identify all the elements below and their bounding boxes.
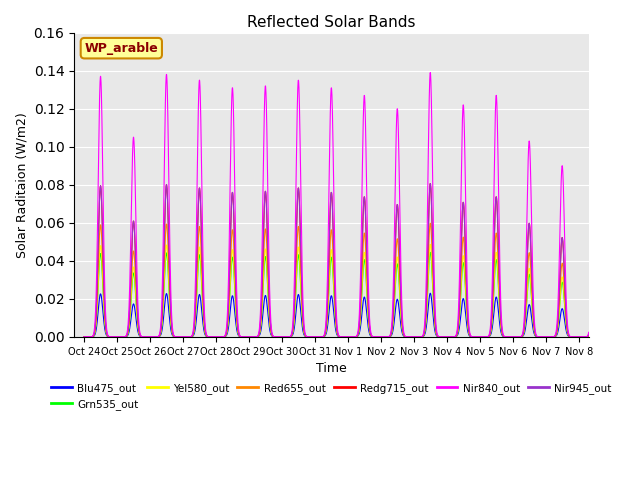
Grn535_out (415, 334, 423, 340)
Blu475_out (188, 334, 196, 339)
Grn535_out (495, 306, 503, 312)
Nir840_out (415, 334, 423, 340)
Red655_out (80, 334, 88, 340)
Blu475_out (80, 334, 88, 340)
Legend: Blu475_out, Grn535_out, Yel580_out, Red655_out, Redg715_out, Nir840_out, Nir945_: Blu475_out, Grn535_out, Yel580_out, Red6… (47, 379, 616, 414)
Nir840_out (462, 211, 470, 216)
Red655_out (602, 334, 610, 340)
Redg715_out (608, 334, 616, 340)
Red655_out (415, 334, 423, 340)
Redg715_out (188, 333, 196, 339)
Yel580_out (495, 303, 503, 309)
Nir945_out (426, 180, 434, 186)
Line: Blu475_out: Blu475_out (84, 293, 612, 337)
Yel580_out (80, 334, 88, 340)
Blu475_out (415, 334, 423, 340)
Grn535_out (608, 334, 616, 340)
Nir840_out (188, 333, 196, 338)
Text: WP_arable: WP_arable (84, 42, 158, 55)
Yel580_out (602, 334, 610, 340)
Redg715_out (462, 263, 470, 268)
Blu475_out (602, 334, 610, 340)
Title: Reflected Solar Bands: Reflected Solar Bands (247, 15, 415, 30)
Red655_out (426, 220, 434, 226)
Grn535_out (426, 250, 434, 255)
Redg715_out (415, 334, 423, 340)
Nir840_out (495, 245, 503, 251)
Red655_out (495, 296, 503, 301)
Yel580_out (608, 334, 616, 340)
Grn535_out (527, 290, 535, 296)
Nir945_out (188, 333, 196, 339)
Blu475_out (426, 290, 434, 296)
Yel580_out (426, 241, 434, 247)
Yel580_out (188, 334, 196, 339)
Blu475_out (495, 319, 503, 325)
Yel580_out (415, 334, 423, 340)
Nir840_out (527, 197, 535, 203)
Red655_out (608, 334, 616, 340)
Blu475_out (608, 334, 616, 340)
Y-axis label: Solar Raditaion (W/m2): Solar Raditaion (W/m2) (15, 112, 28, 258)
Line: Grn535_out: Grn535_out (84, 252, 612, 337)
Grn535_out (80, 334, 88, 340)
Red655_out (527, 275, 535, 281)
Nir945_out (462, 263, 470, 268)
Redg715_out (80, 334, 88, 340)
Nir840_out (80, 334, 88, 340)
Line: Redg715_out: Redg715_out (84, 183, 612, 337)
Red655_out (462, 281, 470, 287)
Redg715_out (602, 334, 610, 340)
Nir945_out (415, 334, 423, 340)
Nir945_out (80, 334, 88, 340)
Line: Red655_out: Red655_out (84, 223, 612, 337)
Redg715_out (527, 254, 535, 260)
Nir840_out (608, 334, 616, 340)
Nir945_out (495, 282, 503, 288)
X-axis label: Time: Time (316, 362, 347, 375)
Blu475_out (462, 313, 470, 319)
Yel580_out (462, 291, 470, 297)
Line: Nir945_out: Nir945_out (84, 183, 612, 337)
Line: Nir840_out: Nir840_out (84, 72, 612, 337)
Line: Yel580_out: Yel580_out (84, 244, 612, 337)
Nir840_out (426, 70, 434, 75)
Nir945_out (527, 254, 535, 260)
Nir945_out (602, 334, 610, 340)
Grn535_out (602, 334, 610, 340)
Redg715_out (495, 282, 503, 288)
Grn535_out (462, 295, 470, 300)
Nir840_out (602, 334, 610, 340)
Nir945_out (608, 334, 616, 340)
Blu475_out (527, 312, 535, 317)
Yel580_out (527, 286, 535, 292)
Grn535_out (188, 334, 196, 339)
Redg715_out (426, 180, 434, 186)
Red655_out (188, 333, 196, 339)
